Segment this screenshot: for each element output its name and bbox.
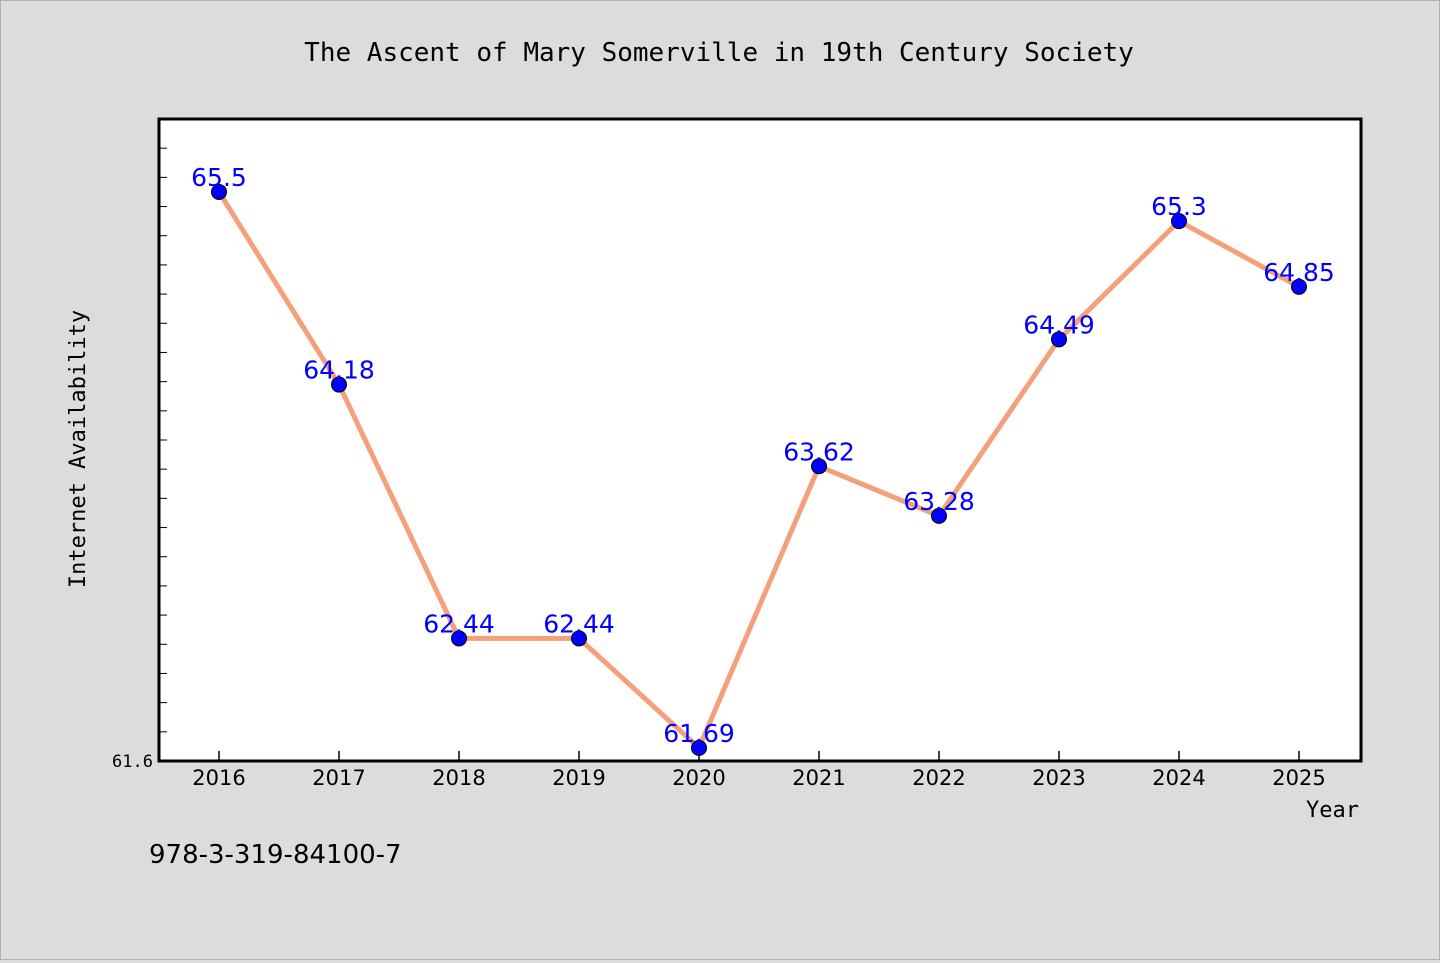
x-tick-label: 2023 <box>1032 766 1085 790</box>
x-tick-label: 2016 <box>192 766 245 790</box>
data-label: 64.49 <box>1023 310 1095 339</box>
data-point <box>331 376 347 393</box>
y-axis-ticks <box>159 118 167 762</box>
x-axis-label: Year <box>1306 798 1359 823</box>
x-tick-label: 2025 <box>1272 766 1325 790</box>
data-point <box>211 183 227 200</box>
x-tick-label: 2021 <box>792 766 845 790</box>
data-point <box>1051 331 1067 348</box>
data-point <box>451 630 467 647</box>
x-tick-label: 2020 <box>672 766 725 790</box>
data-label: 64.85 <box>1263 258 1335 287</box>
y-tick-label: 61.6 <box>112 752 153 772</box>
chart-title: The Ascent of Mary Somerville in 19th Ce… <box>304 38 1134 68</box>
footer-text: 978-3-319-84100-7 <box>149 840 402 870</box>
x-axis-ticks: 2016 2017 2018 2019 2020 2021 2022 2023 2024 2025 <box>192 751 1326 790</box>
data-point <box>931 507 947 524</box>
data-label: 65.5 <box>191 163 247 192</box>
plot-area <box>157 117 1363 763</box>
x-tick-label: 2022 <box>912 766 965 790</box>
data-point <box>811 458 827 475</box>
data-label: 65.3 <box>1151 192 1207 221</box>
data-point <box>1291 278 1307 295</box>
data-point <box>691 739 707 756</box>
x-tick-label: 2024 <box>1152 766 1205 790</box>
data-label: 62.44 <box>543 609 615 638</box>
series-line <box>216 189 1302 751</box>
data-point <box>1171 213 1187 230</box>
data-labels: 65.5 64.18 62.44 62.44 61.69 63.62 63.28 64.49 6… <box>191 163 1335 748</box>
x-tick-label: 2017 <box>312 766 365 790</box>
data-label: 62.44 <box>423 609 495 638</box>
y-axis-label: Internet Availability <box>66 310 91 588</box>
x-tick-label: 2019 <box>552 766 605 790</box>
data-label: 64.18 <box>303 356 375 385</box>
data-markers <box>211 183 1307 756</box>
data-point <box>571 630 587 647</box>
data-label: 61.69 <box>663 719 735 748</box>
data-label: 63.28 <box>903 487 975 516</box>
x-tick-label: 2018 <box>432 766 485 790</box>
data-label: 63.62 <box>783 437 855 466</box>
